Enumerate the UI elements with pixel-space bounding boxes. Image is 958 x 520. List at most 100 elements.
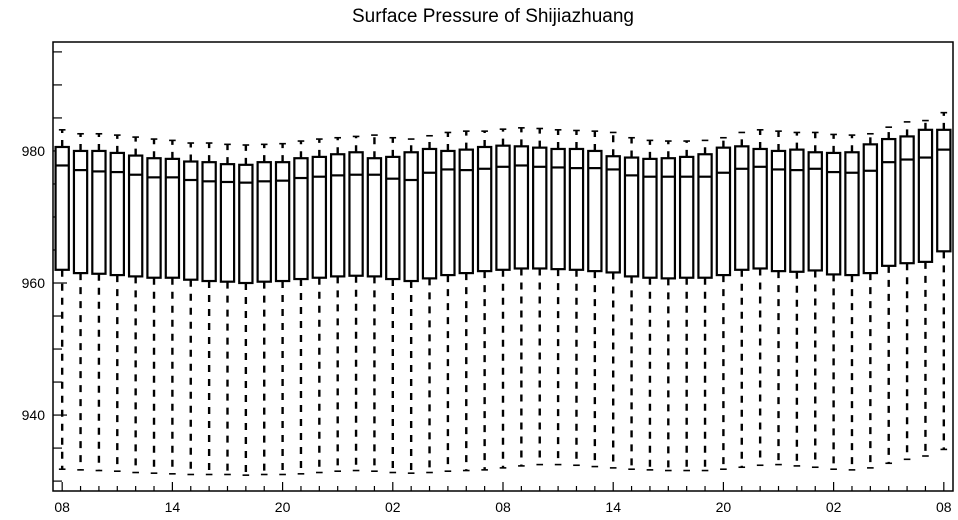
- box-body: [917, 128, 934, 263]
- box-item: [219, 143, 236, 476]
- box-item: [844, 134, 860, 471]
- box-body: [274, 161, 291, 283]
- box-item: [109, 134, 125, 472]
- box-item: [403, 138, 419, 474]
- box-item: [458, 130, 474, 472]
- box-body: [146, 157, 162, 279]
- box-item: [513, 127, 530, 467]
- box-body: [825, 151, 842, 276]
- box-item: [366, 134, 383, 472]
- box-body: [568, 147, 585, 271]
- box-item: [660, 140, 677, 472]
- box-body: [72, 149, 89, 275]
- box-body: [532, 146, 548, 270]
- box-body: [623, 156, 640, 278]
- box-item: [550, 129, 566, 466]
- box-body: [164, 157, 181, 279]
- box-item: [678, 140, 695, 472]
- box-body: [366, 157, 383, 278]
- box-item: [881, 126, 897, 465]
- box-body: [550, 147, 566, 271]
- box-item: [770, 130, 787, 466]
- box-item: [789, 131, 805, 467]
- box-body: [936, 128, 952, 253]
- box-body: [421, 147, 438, 280]
- box-item: [605, 131, 621, 469]
- box-item: [201, 142, 217, 476]
- box-item: [807, 131, 823, 469]
- box-body: [752, 147, 768, 270]
- box-body: [403, 151, 419, 283]
- box-item: [274, 142, 291, 476]
- box-item: [127, 136, 144, 474]
- box-body: [605, 155, 621, 274]
- box-item: [421, 134, 438, 474]
- x-tick-label: 20: [275, 499, 291, 515]
- box-body: [91, 149, 107, 275]
- box-body: [770, 149, 787, 273]
- box-body: [660, 157, 677, 280]
- x-tick-label: 08: [54, 499, 70, 515]
- box-body: [789, 148, 805, 273]
- box-body: [385, 155, 401, 281]
- box-item: [72, 132, 89, 471]
- x-tick-label: 20: [716, 499, 732, 515]
- x-axis: 08 14 20 02 08 14 20 02 08: [54, 482, 952, 515]
- box-body: [899, 135, 915, 265]
- box-body: [678, 155, 695, 279]
- box-body: [495, 144, 511, 271]
- x-tick-label: 08: [936, 499, 952, 515]
- box-body: [311, 155, 328, 279]
- box-item: [329, 136, 346, 472]
- box-item: [917, 119, 934, 457]
- box-body: [256, 161, 272, 283]
- box-item: [936, 111, 952, 451]
- box-item: [183, 142, 199, 476]
- box-body: [238, 163, 254, 285]
- box-body: [734, 145, 750, 271]
- box-body: [183, 160, 199, 281]
- box-item: [568, 129, 585, 467]
- box-item: [476, 130, 493, 471]
- box-item: [91, 132, 107, 472]
- box-body: [329, 153, 346, 278]
- box-body: [109, 151, 125, 277]
- box-item: [348, 135, 364, 472]
- box-item: [899, 121, 915, 461]
- x-tick-label: 14: [605, 499, 621, 515]
- y-tick-label: 960: [22, 275, 46, 291]
- box-body: [862, 143, 879, 275]
- box-item: [164, 139, 181, 475]
- box-item: [440, 131, 456, 472]
- box-item: [734, 131, 750, 469]
- box-item: [752, 129, 768, 467]
- box-item: [256, 143, 272, 476]
- box-body: [513, 145, 530, 270]
- box-item: [825, 133, 842, 471]
- box-body: [697, 153, 713, 279]
- box-item: [146, 138, 162, 474]
- box-item: [587, 130, 603, 468]
- box-item: [385, 136, 401, 474]
- box-body: [844, 151, 860, 277]
- box-body: [715, 146, 732, 277]
- box-body: [440, 149, 456, 277]
- box-item: [715, 136, 732, 471]
- box-item: [238, 144, 254, 476]
- box-item: [862, 132, 879, 469]
- box-body: [127, 154, 144, 278]
- box-body: [642, 157, 658, 279]
- box-body: [881, 137, 897, 267]
- boxes-layer: [54, 111, 952, 476]
- box-item: [311, 138, 328, 474]
- box-item: [642, 139, 658, 471]
- y-tick-label: 940: [22, 407, 46, 423]
- chart-title: Surface Pressure of Shijiazhuang: [352, 6, 634, 27]
- box-body: [201, 161, 217, 283]
- box-item: [495, 128, 511, 469]
- box-item: [697, 139, 713, 472]
- box-item: [623, 136, 640, 471]
- x-tick-label: 02: [826, 499, 842, 515]
